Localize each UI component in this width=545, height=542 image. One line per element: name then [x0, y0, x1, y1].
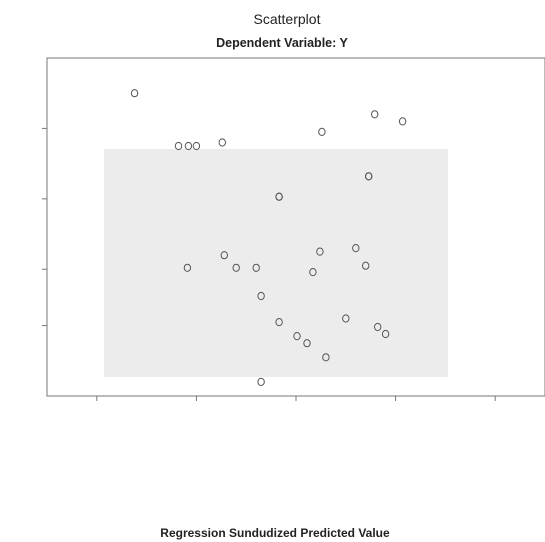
data-point	[220, 251, 229, 260]
data-point	[365, 172, 373, 181]
data-point	[381, 329, 390, 339]
data-point	[342, 314, 350, 323]
data-point	[352, 244, 360, 253]
data-point	[293, 332, 301, 341]
data-point	[309, 268, 317, 277]
data-points	[130, 89, 407, 386]
data-point	[252, 263, 260, 272]
data-point	[316, 247, 324, 256]
data-point	[275, 318, 283, 327]
data-point	[371, 110, 379, 119]
data-point	[398, 117, 407, 126]
data-point	[184, 141, 193, 151]
chart-subtitle: Dependent Variable: Y	[216, 36, 348, 50]
data-point	[232, 263, 240, 272]
data-point	[275, 192, 283, 201]
data-point	[374, 322, 382, 332]
chart-title: Scatterplot	[254, 11, 321, 27]
data-point	[218, 138, 227, 147]
data-point	[257, 291, 265, 301]
data-point	[257, 377, 265, 386]
data-point	[362, 261, 370, 270]
data-point	[192, 141, 201, 151]
data-point	[130, 89, 139, 98]
x-axis-label: Regression Sundudized Predicted Value	[160, 526, 390, 540]
data-point	[318, 127, 326, 136]
shaded-region	[104, 149, 448, 377]
data-point	[322, 353, 330, 362]
data-point	[183, 263, 192, 272]
data-point	[174, 141, 183, 151]
data-point	[303, 339, 311, 348]
